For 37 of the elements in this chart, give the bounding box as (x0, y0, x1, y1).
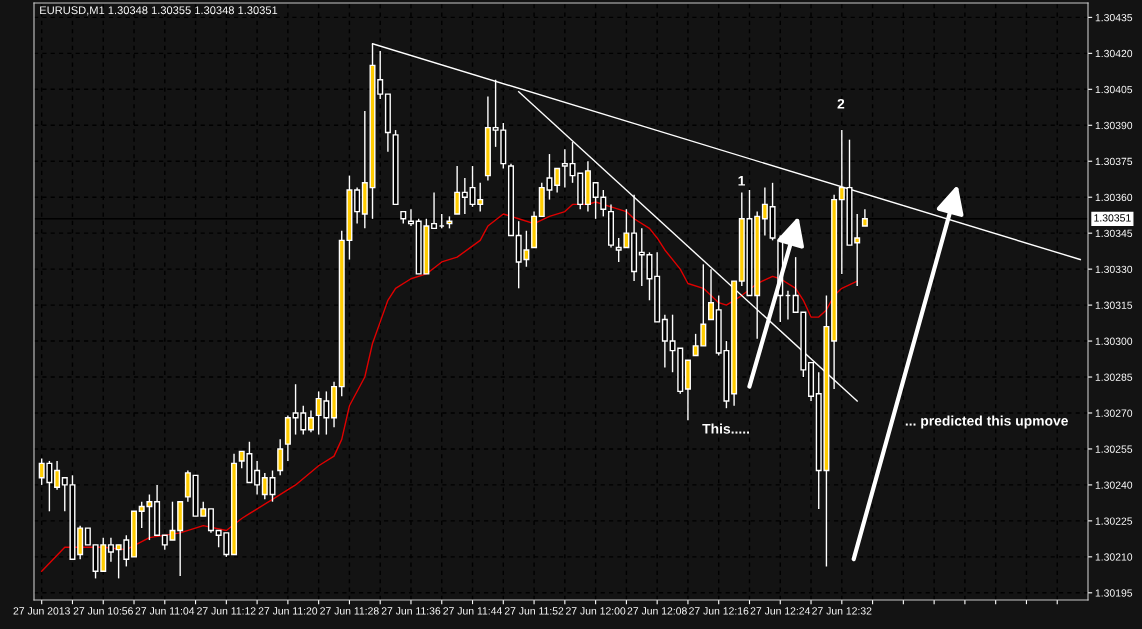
chart-title: EURUSD,M1 1.30348 1.30355 1.30348 1.30351 (40, 6, 278, 16)
y-tick-label: 1.30345 (1095, 229, 1133, 238)
y-tick-label: 1.30405 (1095, 85, 1133, 94)
x-tick-label: 27 Jun 12:32 (812, 607, 872, 615)
y-tick-label: 1.30360 (1095, 193, 1133, 202)
x-tick-label: 27 Jun 2013 (13, 607, 70, 615)
x-tick-label: 27 Jun 12:24 (750, 607, 811, 615)
y-tick-label: 1.30210 (1095, 553, 1133, 561)
y-tick-label: 1.30390 (1095, 121, 1133, 130)
y-tick-label: 1.30375 (1095, 157, 1133, 166)
annotation: 1 (738, 176, 745, 186)
y-tick-label: 1.30435 (1095, 13, 1133, 22)
annotation: 2 (837, 98, 845, 109)
x-tick-label: 27 Jun 12:00 (566, 607, 626, 615)
y-tick-label: 1.30330 (1095, 265, 1133, 274)
x-tick-label: 27 Jun 11:36 (381, 607, 441, 615)
x-tick-label: 27 Jun 11:44 (443, 607, 502, 615)
annotation: ... predicted this upmove (905, 415, 1068, 429)
x-tick-label: 27 Jun 11:52 (504, 607, 564, 615)
y-tick-label: 1.30225 (1095, 517, 1133, 525)
y-tick-label: 1.30255 (1095, 445, 1133, 453)
x-tick-label: 27 Jun 11:20 (258, 607, 318, 615)
y-tick-label: 1.30300 (1095, 337, 1133, 345)
x-tick-label: 27 Jun 10:56 (73, 607, 133, 615)
y-tick-label: 1.30420 (1095, 49, 1133, 58)
y-tick-label: 1.30285 (1095, 373, 1133, 381)
x-tick-label: 27 Jun 12:16 (689, 607, 749, 615)
x-tick-label: 27 Jun 11:28 (320, 607, 379, 615)
y-tick-label: 1.30315 (1095, 301, 1133, 309)
y-tick-label: 1.30270 (1095, 409, 1133, 417)
annotation: This..... (702, 423, 750, 434)
y-tick-label: 1.30240 (1095, 481, 1133, 489)
ref-line-label: 1.30351 (1094, 214, 1131, 222)
x-tick-label: 27 Jun 11:04 (135, 607, 195, 615)
x-tick-label: 27 Jun 11:12 (197, 607, 256, 615)
y-tick-label: 1.30195 (1095, 589, 1133, 597)
x-tick-label: 27 Jun 12:08 (627, 607, 687, 615)
